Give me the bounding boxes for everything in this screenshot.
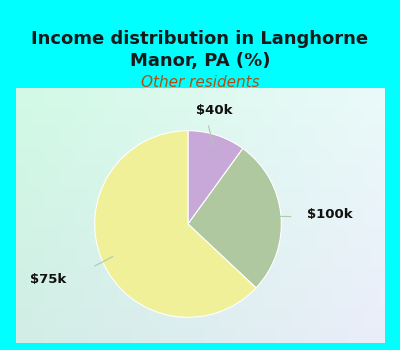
Text: Income distribution in Langhorne
Manor, PA (%): Income distribution in Langhorne Manor, … bbox=[32, 30, 368, 70]
Text: $40k: $40k bbox=[196, 104, 232, 117]
Text: $75k: $75k bbox=[30, 273, 66, 287]
Wedge shape bbox=[95, 131, 256, 317]
Text: $100k: $100k bbox=[307, 208, 353, 221]
Wedge shape bbox=[188, 148, 281, 288]
Wedge shape bbox=[188, 131, 243, 224]
Text: Other residents: Other residents bbox=[141, 75, 259, 90]
